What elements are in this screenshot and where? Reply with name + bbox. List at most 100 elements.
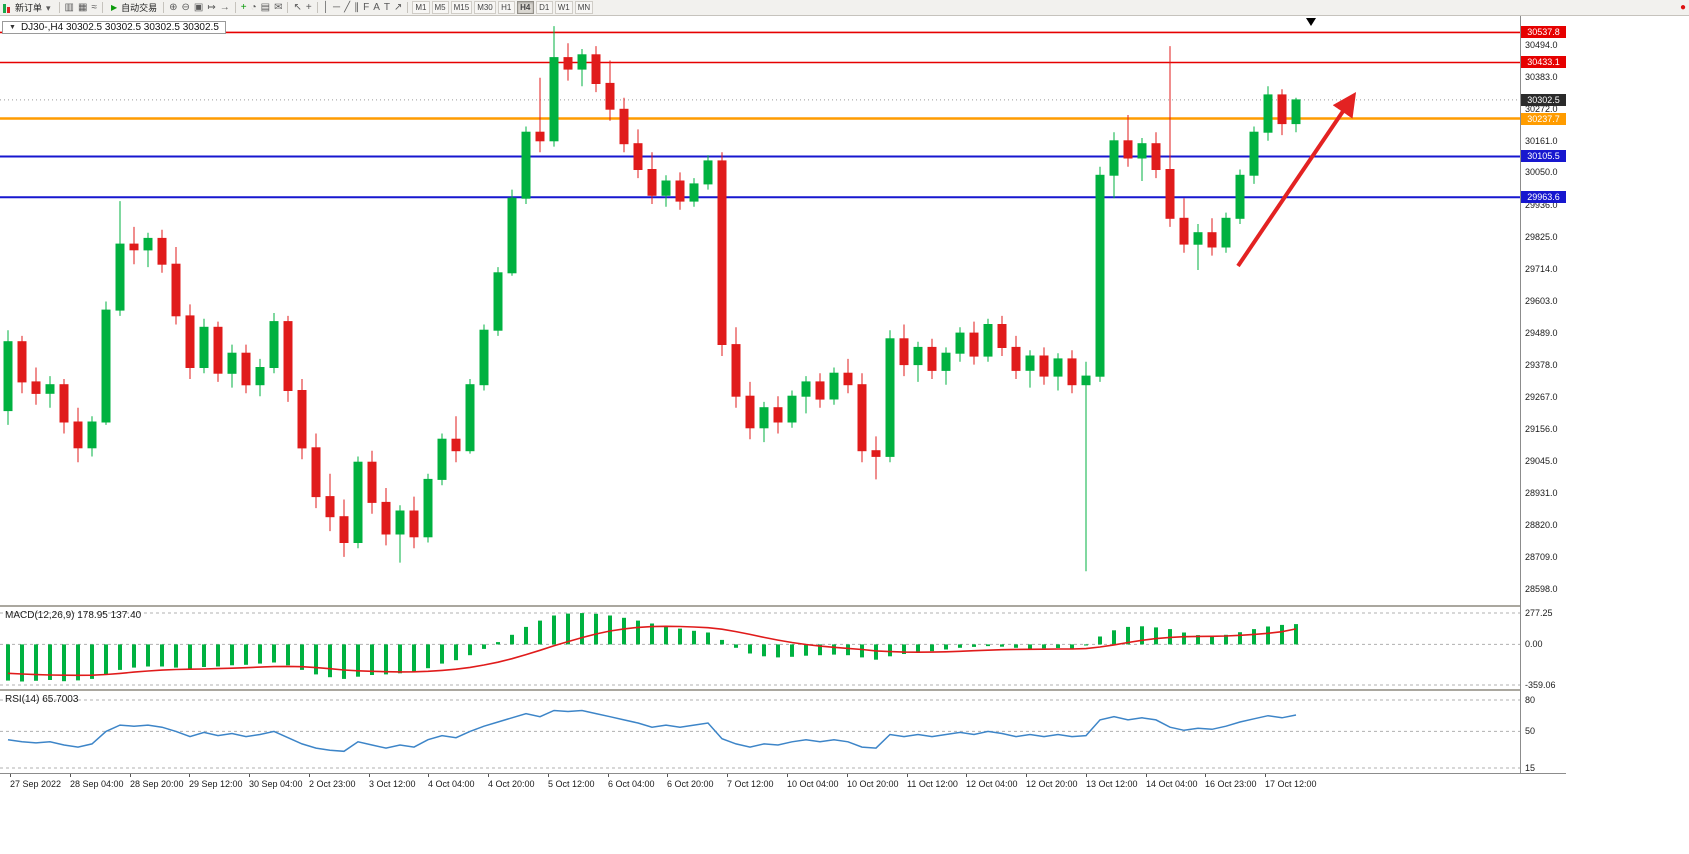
time-tick [667,774,668,777]
mail-icon[interactable]: ✉ [274,1,283,13]
candle-body [185,315,195,368]
time-axis-label: 7 Oct 12:00 [727,779,774,789]
timeframe-m1-button[interactable]: M1 [412,1,430,14]
timeframe-m15-button[interactable]: M15 [450,1,473,14]
cursor-icon[interactable]: ↖ [293,1,302,13]
timeframe-d1-button[interactable]: D1 [535,1,553,14]
candle-body [1221,217,1231,248]
candle-body [255,367,265,386]
candlestick-chart[interactable] [0,16,1520,605]
candle-body [1137,143,1147,159]
candle-body [1011,346,1021,371]
macd-axis-label: -359.06 [1525,680,1556,691]
candle-body [241,352,251,386]
macd-signal-line [7,625,1297,677]
candle-body [815,381,825,400]
trend-arrow-annotation[interactable] [1236,92,1357,268]
price-axis-label: 29714.0 [1525,263,1558,274]
candle-body [465,384,475,452]
price-axis-label: 29156.0 [1525,423,1558,434]
horizontal-line-tool-icon[interactable]: ─ [332,1,341,13]
collapse-icon[interactable]: ▼ [9,24,16,31]
time-axis[interactable]: 27 Sep 2022 28 Sep 04:00 28 Sep 20:00 29 Se… [0,773,1566,793]
new-order-button[interactable]: 新订单 ▾ [12,1,56,15]
timeframe-h4-button[interactable]: H4 [516,1,534,14]
price-tag-29963.6: 29963.6 [1521,191,1566,203]
timeframe-m5-button[interactable]: M5 [431,1,449,14]
trendline-tool-icon[interactable]: ╱ [344,1,351,13]
candle-body [647,169,657,196]
vertical-line-tool-icon[interactable]: │ [322,1,329,13]
time-tick [249,774,250,777]
periods-icon[interactable]: ◔ [250,1,257,13]
panel-separator[interactable] [0,689,1566,691]
price-axis-label: 28820.0 [1525,520,1558,531]
candle-body [143,237,153,251]
new-order-icon[interactable] [3,3,10,13]
candle-body [73,421,83,449]
price-tag-30302.5: 30302.5 [1521,94,1566,106]
price-axis-label: 30383.0 [1525,71,1558,82]
candle-body [927,346,937,371]
candle-body [857,384,867,452]
auto-scroll-icon[interactable]: ↦ [207,1,216,13]
line-chart-icon[interactable]: ≈ [91,1,97,13]
time-tick [428,774,429,777]
candle-body [871,450,881,457]
candle-body [731,344,741,397]
candle-body [1249,131,1259,176]
candle-chart-icon[interactable]: ▦ [78,1,88,13]
autotrading-label: 自动交易 [121,3,158,13]
chart-shift-marker[interactable] [1306,18,1316,26]
tile-windows-icon[interactable]: ▣ [193,1,204,13]
text-tool-icon[interactable]: A [373,1,380,13]
zoom-out-icon[interactable]: ⊖ [181,1,190,13]
zoom-in-icon[interactable]: ⊕ [169,1,178,13]
candle-body [171,263,181,317]
rsi-line [7,709,1297,753]
main-toolbar: 新订单 ▾ ▥ ▦ ≈ ▶ 自动交易 ⊕ ⊖ ▣ ↦ → + ◔ ▤ ✉ ↖ +… [0,0,1689,16]
candle-body [521,131,531,199]
arrow-tool-icon[interactable]: ↗ [393,1,403,13]
candle-body [1025,355,1035,371]
fibonacci-tool-icon[interactable]: F [363,1,370,13]
candle-body [283,321,293,392]
candle-body [843,372,853,386]
crosshair-icon[interactable]: + [305,1,312,13]
price-axis[interactable]: 30494.0 30383.0 30272.0 30161.0 30050.0 29936… [1520,16,1666,773]
timeframe-w1-button[interactable]: W1 [554,1,573,14]
candle-body [157,237,167,265]
candle-body [311,447,321,498]
candle-body [325,496,335,518]
time-axis-label: 28 Sep 20:00 [130,779,184,789]
channel-tool-icon[interactable]: ∥ [354,1,360,13]
candle-body [1067,358,1077,386]
indicators-add-icon[interactable]: + [240,1,247,13]
macd-label: MACD(12,26,9) 178.95 137.40 [5,610,142,621]
macd-panel[interactable] [0,607,1520,689]
chart-shift-icon[interactable]: → [219,1,230,13]
bar-chart-icon[interactable]: ▥ [64,1,74,13]
rsi-panel[interactable] [0,691,1520,772]
price-axis-label: 29045.0 [1525,455,1558,466]
candle-body [1165,169,1175,219]
timeframe-mn-button[interactable]: MN [574,1,594,14]
templates-icon[interactable]: ▤ [260,1,271,13]
candle-body [339,516,349,544]
candle-body [675,180,685,202]
price-axis-label: 29936.0 [1525,200,1558,211]
time-tick [1205,774,1206,777]
candle-body [1053,358,1063,377]
timeframe-h1-button[interactable]: H1 [497,1,515,14]
label-tool-icon[interactable]: T [383,1,390,13]
candle-body [605,82,615,110]
candle-body [101,309,111,423]
price-axis-label: 29267.0 [1525,392,1558,403]
toolbar-separator [316,2,318,13]
timeframe-m30-button[interactable]: M30 [474,1,496,14]
price-axis-label: 29603.0 [1525,295,1558,306]
candle-body [129,243,139,251]
panel-separator[interactable] [0,605,1566,607]
autotrading-button[interactable]: ▶ 自动交易 [106,1,160,15]
